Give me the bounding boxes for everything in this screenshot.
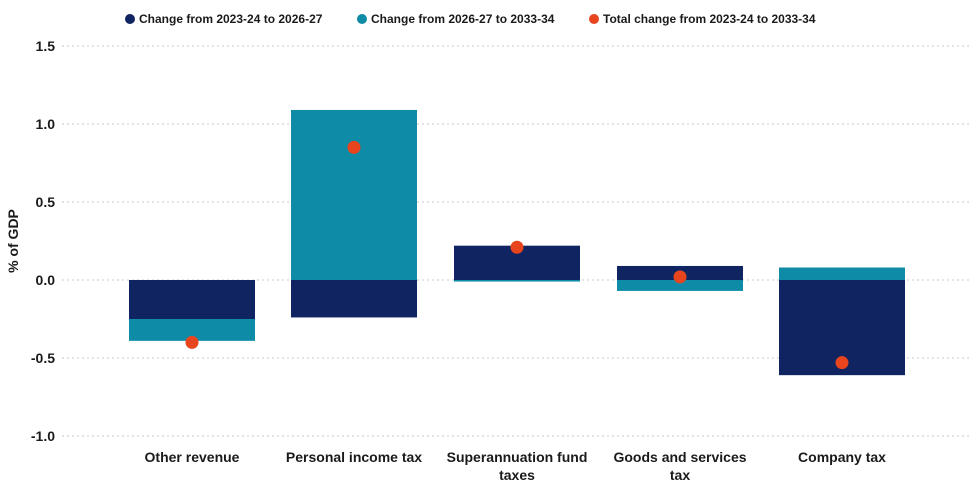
bar-segment-series-2 <box>129 319 255 341</box>
x-tick-label: Superannuation fund taxes <box>447 449 588 483</box>
bar-segment-series-2 <box>779 267 905 280</box>
legend-marker-total <box>589 14 599 24</box>
bar-segment-series-2 <box>617 280 743 291</box>
legend-label-series-1: Change from 2023-24 to 2026-27 <box>139 12 323 26</box>
legend: Change from 2023-24 to 2026-27 Change fr… <box>125 12 816 26</box>
bar-segment-series-1 <box>291 280 417 318</box>
y-tick-label: 1.5 <box>36 38 56 54</box>
x-tick-label: Company tax <box>798 449 886 465</box>
y-axis-ticks: 1.5 1.0 0.5 0.0 -0.5 -1.0 <box>31 38 55 444</box>
y-tick-label: 1.0 <box>36 116 56 132</box>
bar-segment-series-1 <box>129 280 255 319</box>
total-marker <box>510 240 524 254</box>
total-marker <box>185 335 199 349</box>
legend-item-series-2: Change from 2026-27 to 2033-34 <box>357 12 555 26</box>
legend-marker-series-1 <box>125 14 135 24</box>
legend-item-series-1: Change from 2023-24 to 2026-27 <box>125 12 323 26</box>
x-tick-label: Personal income tax <box>286 449 422 465</box>
total-marker <box>673 270 687 284</box>
legend-item-total: Total change from 2023-24 to 2033-34 <box>589 12 816 26</box>
x-tick-label: Other revenue <box>145 449 240 465</box>
legend-label-total: Total change from 2023-24 to 2033-34 <box>603 12 816 26</box>
total-marker <box>835 356 849 370</box>
legend-marker-series-2 <box>357 14 367 24</box>
total-marker <box>347 140 361 154</box>
y-tick-label: -1.0 <box>31 428 55 444</box>
y-axis-label: % of GDP <box>5 209 21 273</box>
legend-label-series-2: Change from 2026-27 to 2033-34 <box>371 12 555 26</box>
y-tick-label: 0.5 <box>36 194 56 210</box>
y-tick-label: -0.5 <box>31 350 55 366</box>
y-tick-label: 0.0 <box>36 272 56 288</box>
total-markers <box>185 140 849 370</box>
x-tick-label: Goods and services tax <box>613 449 746 483</box>
bar-segment-series-2 <box>454 280 580 282</box>
x-axis-labels: Other revenue Personal income tax Superann… <box>145 449 887 483</box>
bar-segment-series-2 <box>291 109 417 281</box>
